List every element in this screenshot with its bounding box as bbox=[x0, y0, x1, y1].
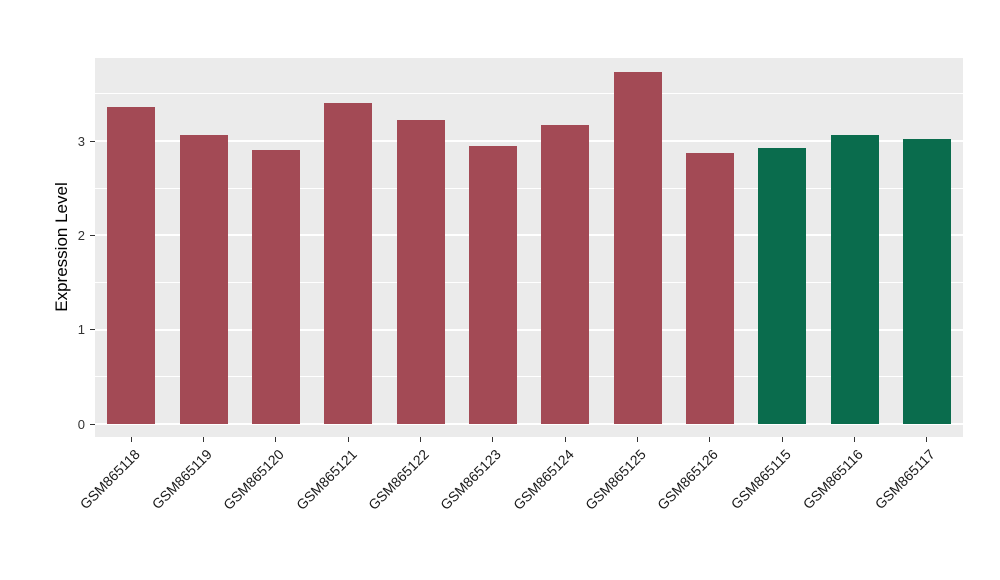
x-tick-label-GSM865126: GSM865126 bbox=[654, 446, 722, 513]
bar-GSM865117 bbox=[902, 139, 951, 424]
bar-GSM865122 bbox=[396, 120, 445, 424]
x-tick-mark bbox=[492, 437, 494, 442]
x-tick-label-GSM865121: GSM865121 bbox=[292, 446, 360, 513]
bar-GSM865116 bbox=[830, 135, 879, 424]
major-gridline bbox=[95, 423, 963, 425]
y-tick-mark bbox=[90, 329, 95, 331]
plot-panel bbox=[95, 58, 963, 437]
bar-GSM865120 bbox=[251, 149, 300, 424]
y-tick-label-1: 1 bbox=[77, 322, 85, 338]
y-tick-mark bbox=[90, 234, 95, 236]
major-gridline bbox=[95, 140, 963, 142]
bar-GSM865118 bbox=[107, 107, 156, 424]
bar-GSM865119 bbox=[179, 135, 228, 424]
x-tick-mark bbox=[564, 437, 566, 442]
y-tick-label-3: 3 bbox=[77, 133, 85, 149]
x-tick-label-GSM865125: GSM865125 bbox=[581, 446, 649, 513]
x-tick-mark bbox=[781, 437, 783, 442]
bar-GSM865123 bbox=[468, 145, 517, 424]
x-tick-mark bbox=[347, 437, 349, 442]
x-tick-label-GSM865119: GSM865119 bbox=[148, 446, 215, 513]
minor-gridline bbox=[95, 376, 963, 378]
x-tick-label-GSM865122: GSM865122 bbox=[364, 446, 432, 513]
x-tick-label-GSM865120: GSM865120 bbox=[220, 446, 288, 513]
major-gridline bbox=[95, 234, 963, 237]
x-tick-mark bbox=[637, 437, 638, 442]
major-gridline bbox=[95, 328, 963, 331]
y-tick-mark bbox=[90, 423, 95, 425]
x-tick-label-GSM865123: GSM865123 bbox=[437, 446, 505, 513]
minor-gridline bbox=[95, 187, 963, 189]
x-tick-label-GSM865118: GSM865118 bbox=[76, 446, 143, 513]
y-tick-mark bbox=[90, 140, 95, 142]
x-tick-label-GSM865117: GSM865117 bbox=[871, 446, 939, 513]
y-axis-title: Expression Level bbox=[52, 182, 71, 312]
minor-gridline bbox=[95, 93, 963, 95]
x-tick-label-GSM865124: GSM865124 bbox=[509, 446, 577, 513]
x-tick-mark bbox=[709, 437, 711, 442]
x-tick-mark bbox=[854, 437, 855, 442]
x-tick-label-GSM865115: GSM865115 bbox=[727, 446, 794, 513]
x-tick-mark bbox=[130, 437, 132, 442]
bar-GSM865124 bbox=[541, 124, 590, 424]
x-tick-label-GSM865116: GSM865116 bbox=[799, 446, 866, 513]
x-tick-mark bbox=[420, 437, 421, 442]
y-tick-label-2: 2 bbox=[77, 227, 85, 243]
x-tick-mark bbox=[926, 437, 928, 442]
minor-gridline bbox=[95, 282, 963, 283]
x-tick-mark bbox=[203, 437, 204, 442]
bar-GSM865126 bbox=[685, 153, 734, 424]
bar-GSM865115 bbox=[758, 147, 807, 424]
bar-GSM865121 bbox=[324, 103, 373, 424]
x-tick-mark bbox=[275, 437, 277, 442]
bar-GSM865125 bbox=[613, 72, 662, 424]
y-tick-label-0: 0 bbox=[77, 416, 85, 432]
